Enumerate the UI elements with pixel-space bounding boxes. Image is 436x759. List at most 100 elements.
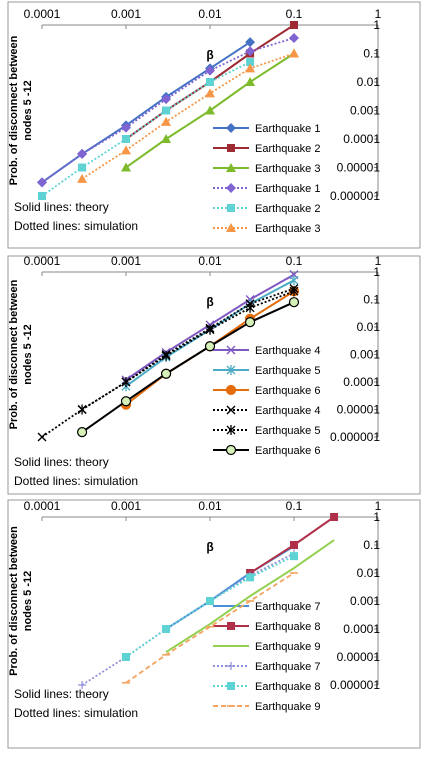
marker xyxy=(38,192,46,200)
y-tick-label: 0.1 xyxy=(363,47,380,61)
series-line xyxy=(81,301,295,433)
chart-panel: 0.0001 0.001 0.01 0.1 11 0.1 0.01 0.001 0.0001 0.… xyxy=(7,1,421,249)
marker xyxy=(161,116,172,126)
x-axis-label: β xyxy=(206,48,213,62)
x-tick-label: 1 xyxy=(375,254,382,268)
marker xyxy=(160,368,172,379)
y-tick-label: 0.001 xyxy=(350,594,380,608)
x-axis-label: β xyxy=(206,295,213,309)
y-tick-label: 0.000001 xyxy=(330,189,380,203)
y-tick-label: 1 xyxy=(373,510,380,524)
marker xyxy=(244,317,256,328)
series-line xyxy=(165,539,335,653)
legend-label: Earthquake 9 xyxy=(255,641,320,653)
marker xyxy=(227,204,235,212)
marker xyxy=(121,122,131,133)
marker xyxy=(227,622,235,630)
legend-label: Earthquake 2 xyxy=(255,203,320,215)
y-tick-label: 0.01 xyxy=(357,320,381,334)
marker xyxy=(162,106,171,115)
chart-panel: 0.0001 0.001 0.01 0.1 11 0.1 0.01 0.001 0.0001 0.… xyxy=(7,254,421,495)
y-tick-label: 1 xyxy=(373,18,380,32)
legend-label: Earthquake 5 xyxy=(255,365,320,377)
marker xyxy=(161,134,172,143)
legend-label: Earthquake 9 xyxy=(255,701,320,713)
note: Solid lines: theory xyxy=(14,200,109,214)
panel-frame xyxy=(7,499,421,749)
marker xyxy=(225,444,237,456)
marker xyxy=(227,682,235,690)
y-tick-label: 0.000001 xyxy=(330,430,380,444)
marker xyxy=(205,324,215,335)
y-tick-label: 1 xyxy=(373,265,380,279)
legend-label: Earthquake 4 xyxy=(255,405,320,417)
marker xyxy=(289,275,299,286)
marker xyxy=(245,302,255,313)
panel-frame xyxy=(7,255,421,495)
marker xyxy=(205,65,215,76)
marker xyxy=(226,163,236,172)
marker xyxy=(226,183,236,193)
marker xyxy=(204,341,216,352)
marker xyxy=(161,94,172,105)
series-line xyxy=(81,552,295,686)
series-line xyxy=(81,290,295,411)
note: Dotted lines: simulation xyxy=(14,474,138,488)
marker xyxy=(245,77,256,86)
legend-label: Earthquake 1 xyxy=(255,123,320,135)
legend-label: Earthquake 8 xyxy=(255,681,320,693)
x-tick-label: 0.0001 xyxy=(24,254,61,268)
x-axis-label: β xyxy=(206,540,213,554)
legend-label: Earthquake 8 xyxy=(255,621,320,633)
marker xyxy=(77,404,87,415)
y-tick-label: 0.01 xyxy=(357,566,381,580)
marker xyxy=(246,58,255,67)
marker xyxy=(37,432,47,442)
legend-label: Earthquake 2 xyxy=(255,143,320,155)
y-tick-label: 0.00001 xyxy=(337,650,381,664)
x-tick-label: 0.001 xyxy=(111,7,141,21)
marker xyxy=(206,78,214,86)
marker xyxy=(290,552,298,561)
legend-label: Earthquake 7 xyxy=(255,601,320,613)
marker xyxy=(245,63,256,73)
y-tick-label: 0.0001 xyxy=(343,132,380,146)
marker xyxy=(288,297,300,308)
chart-panel: 0.0001 0.001 0.01 0.1 11 0.1 0.01 0.001 0.0001 0.… xyxy=(7,499,421,749)
marker xyxy=(290,541,298,549)
marker xyxy=(122,135,130,143)
marker xyxy=(121,162,131,172)
series-line xyxy=(81,52,295,180)
y-tick-label: 0.01 xyxy=(357,75,381,89)
y-axis-label: Prob. of disconnect between xyxy=(8,35,20,185)
y-tick-label: 0.1 xyxy=(363,538,380,552)
marker xyxy=(330,513,339,521)
marker xyxy=(120,396,132,407)
marker xyxy=(289,286,299,297)
x-tick-label: 0.1 xyxy=(286,7,303,21)
marker xyxy=(205,105,215,115)
marker xyxy=(76,427,88,438)
x-tick-label: 0.01 xyxy=(198,254,222,268)
marker xyxy=(121,377,131,387)
marker xyxy=(226,365,236,375)
marker xyxy=(226,425,236,435)
legend-label: Earthquake 6 xyxy=(255,385,320,397)
x-tick-label: 0.01 xyxy=(198,499,222,513)
legend-label: Earthquake 5 xyxy=(255,425,320,437)
marker xyxy=(37,177,47,188)
marker xyxy=(227,662,235,670)
marker xyxy=(78,163,87,172)
legend-label: Earthquake 7 xyxy=(255,661,320,673)
y-axis-label: nodes 5 -12 xyxy=(22,571,34,632)
x-tick-label: 1 xyxy=(375,499,382,513)
legend-label: Earthquake 3 xyxy=(255,163,320,175)
marker xyxy=(289,32,299,43)
y-tick-label: 0.1 xyxy=(363,293,380,307)
marker xyxy=(78,681,87,689)
y-axis-label: Prob. of disconnect between xyxy=(8,526,20,676)
marker xyxy=(246,573,255,582)
marker xyxy=(225,384,237,396)
marker xyxy=(161,350,171,361)
